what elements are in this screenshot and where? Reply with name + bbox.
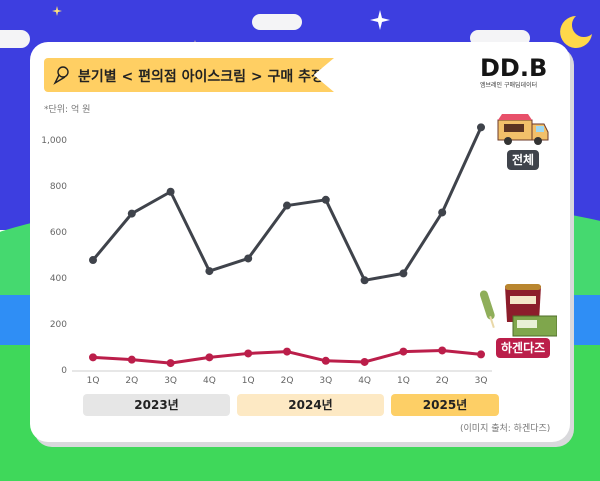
y-tick-label: 800 (50, 182, 67, 192)
x-tick-label: 1Q (87, 376, 100, 386)
data-point (477, 123, 485, 132)
year-label-2025: 2025년 (391, 394, 499, 416)
data-point (89, 256, 97, 265)
image-source-note: (이미지 출처: 하겐다즈) (460, 424, 551, 434)
data-point (321, 195, 330, 204)
data-point (477, 350, 485, 359)
x-tick-label: 3Q (319, 376, 332, 386)
data-point (438, 346, 447, 355)
y-tick-label: 0 (61, 366, 67, 376)
data-point (399, 347, 408, 356)
cloud (0, 30, 30, 48)
data-point (360, 357, 369, 366)
x-tick-label: 1Q (242, 376, 255, 386)
data-point (89, 353, 97, 362)
cloud (252, 14, 302, 30)
data-point (205, 353, 214, 362)
logo-subtitle: 엠브레인 구매딥데이터 (480, 82, 538, 89)
series-label-haagen-dazs: 하겐다즈 (496, 338, 551, 358)
haagen-dazs-products-icon (479, 284, 557, 337)
star-icon (370, 10, 390, 30)
data-point (283, 347, 291, 356)
x-tick-label: 3Q (475, 376, 488, 386)
logo-main-text: DD.B (480, 54, 548, 82)
data-point (244, 349, 253, 358)
y-tick-label: 200 (50, 320, 67, 330)
data-point (166, 359, 175, 368)
y-tick-label: 400 (50, 274, 67, 284)
data-point (399, 269, 408, 278)
data-point (127, 209, 136, 218)
data-point (321, 356, 330, 365)
x-tick-label: 1Q (397, 376, 410, 386)
x-tick-label: 4Q (358, 376, 371, 386)
ice-cream-truck-icon (497, 114, 549, 145)
chart-title: 분기별 < 편의점 아이스크림 > 구매 추정액 (78, 69, 337, 85)
year-label-2023: 2023년 (83, 394, 230, 416)
title-banner: 분기별 < 편의점 아이스크림 > 구매 추정액 (44, 58, 334, 92)
data-point (127, 355, 136, 364)
moon-icon (560, 16, 592, 48)
x-tick-label: 2Q (436, 376, 449, 386)
data-point (166, 187, 175, 196)
x-tick-label: 3Q (164, 376, 177, 386)
y-tick-label: 1,000 (41, 136, 67, 146)
ddb-logo: DD.B 엠브레인 구매딥데이터 (480, 54, 558, 89)
series-label-total: 전체 (507, 150, 540, 170)
data-point (438, 208, 447, 217)
data-point (283, 201, 291, 210)
x-tick-label: 4Q (203, 376, 216, 386)
data-point (360, 276, 369, 285)
y-tick-label: 600 (50, 228, 67, 238)
data-point (205, 267, 214, 276)
sparkle-icon (52, 6, 62, 16)
year-label-2024: 2024년 (237, 394, 384, 416)
data-point (244, 254, 253, 263)
chart-card: 분기별 < 편의점 아이스크림 > 구매 추정액 *단위: 억 원 DD.B 엠… (30, 42, 570, 442)
ice-cream-cone-icon (53, 66, 69, 85)
x-tick-label: 2Q (281, 376, 294, 386)
x-tick-label: 2Q (125, 376, 138, 386)
unit-note: *단위: 억 원 (44, 105, 91, 115)
line-chart: 0 200 400 600 800 1,000 1Q 2Q 3Q 4Q 1Q 2Q 3Q 4Q 1Q 2Q 3Q (41, 123, 492, 386)
